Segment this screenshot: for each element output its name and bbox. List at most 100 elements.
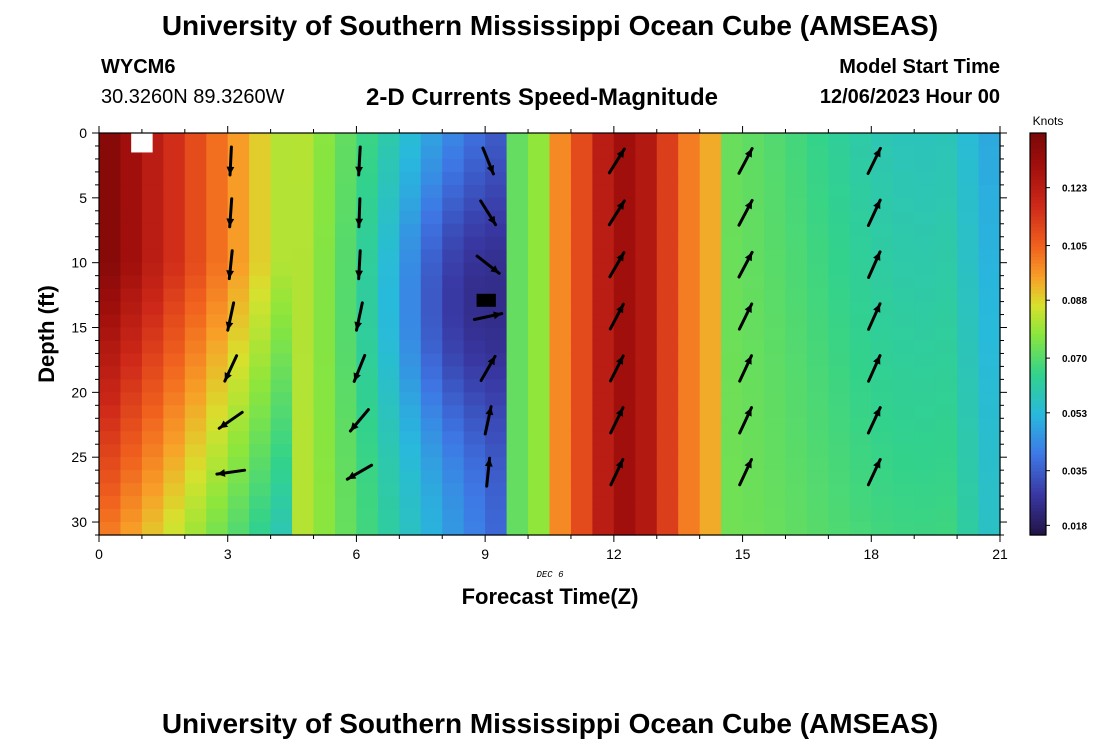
heat-cell [506,249,529,264]
heat-cell [227,210,250,225]
heat-cell [141,509,164,523]
heat-cell [356,418,379,432]
heat-cell [978,353,1001,368]
heat-cell [635,379,658,393]
heat-cell [99,197,122,212]
heat-cell [957,483,980,497]
heat-cell [377,249,400,264]
heat-cell [935,353,958,368]
heat-cell [828,327,851,342]
arrow-head [219,420,229,429]
colorbar-segment [1030,283,1046,288]
heat-cell [935,509,958,523]
heat-cell [141,301,164,316]
arrow-head [873,459,881,469]
heat-cell [163,405,186,419]
speed-heatmap [99,133,1001,536]
heat-cell [206,483,229,497]
heat-cell [249,314,272,329]
heat-cell [785,470,808,484]
heat-cell [935,301,958,316]
heat-cell [721,366,744,380]
heat-cell [206,392,229,406]
heat-cell [356,288,379,303]
heat-cell [463,236,486,251]
heat-cell [377,470,400,484]
heat-cell [957,275,980,290]
heat-cell [442,301,465,316]
heat-cell [849,158,872,173]
heat-cell [334,366,358,380]
heat-cell [806,158,829,173]
heat-cell [227,171,250,186]
heat-cell [957,444,980,458]
heat-cell [742,327,765,342]
colorbar-segment [1030,287,1046,292]
heat-cell [656,405,679,419]
heat-cell [699,470,722,484]
heat-cell [270,522,293,536]
heat-cell [570,133,593,147]
heat-cell [184,405,207,419]
heat-cell [506,470,529,484]
heat-cell [292,470,315,484]
colorbar-segment [1030,220,1046,225]
heat-cell [399,145,422,160]
heat-cell [699,288,722,303]
heat-cell [356,145,379,160]
heat-cell [399,522,422,536]
heat-cell [656,223,679,238]
colorbar-segment [1030,390,1046,395]
colorbar-segment [1030,203,1046,208]
colorbar-segment [1030,521,1046,526]
heat-cell [806,133,829,147]
heat-cell [785,301,808,316]
heat-cell [656,444,679,458]
heat-cell [99,405,122,419]
heat-cell [528,457,551,471]
colorbar-segment [1030,246,1046,251]
heat-cell [871,379,894,393]
heat-cell [249,496,272,510]
heat-cell [463,353,486,368]
heat-cell [99,145,122,160]
current-arrow [738,458,753,487]
heat-cell [549,197,572,212]
current-arrow [867,250,882,279]
heat-cell [764,158,787,173]
heat-cell [270,340,293,355]
heat-cell [678,444,701,458]
heat-cell [399,223,422,238]
heat-cell [292,133,315,147]
heat-cell [699,509,722,523]
heat-cell [935,470,958,484]
colorbar-segment [1030,508,1046,513]
colorbar-tick-label: 0.035 [1062,467,1087,478]
heat-cell [334,184,358,199]
arrow-head [616,252,624,262]
heat-cell [399,249,422,264]
heat-cell [785,366,808,380]
heat-cell [613,340,636,355]
heat-cell [334,262,358,277]
x-axis: 0 3 6 9 12 15 18 21 [95,126,1008,562]
heat-cell [313,522,336,536]
plot-border [98,132,1001,536]
heat-cell [292,184,315,199]
heat-cell [334,444,358,458]
heat-cell [270,288,293,303]
heat-cell [721,431,744,445]
heat-cell [635,301,658,316]
heat-cell [785,444,808,458]
colorbar-segment [1030,387,1046,392]
colorbar-segment [1030,484,1046,489]
heat-cell [420,379,443,393]
heat-cell [163,301,186,316]
heat-cell [570,379,593,393]
heat-cell [163,133,186,147]
heat-cell [742,379,765,393]
heat-cell [957,236,980,251]
heat-cell [892,353,915,368]
x-tick-label: 0 [95,546,103,562]
heat-cell [292,457,315,471]
